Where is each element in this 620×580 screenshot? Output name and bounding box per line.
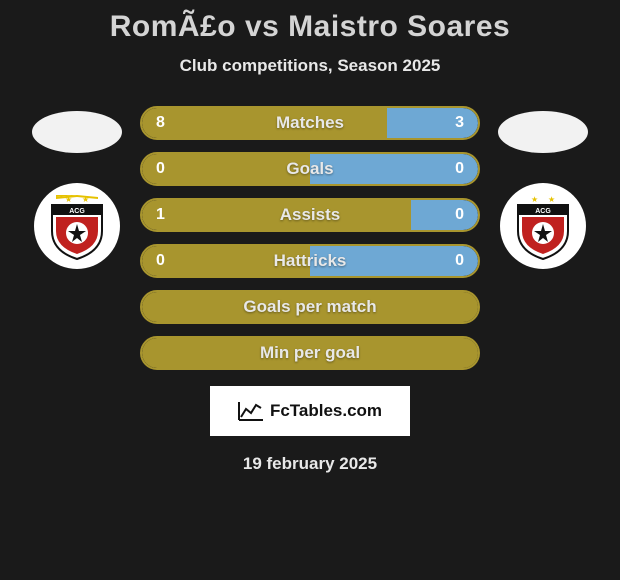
team-badge-right: ★ ★ ACG	[500, 183, 586, 269]
stat-row: 00Hattricks	[140, 244, 480, 278]
stat-row: Min per goal	[140, 336, 480, 370]
page-subtitle: Club competitions, Season 2025	[180, 56, 441, 76]
chart-icon	[238, 401, 264, 421]
stat-row: 00Goals	[140, 152, 480, 186]
svg-text:ACG: ACG	[69, 208, 85, 215]
page-title: RomÃ£o vs Maistro Soares	[110, 10, 510, 44]
stat-row: Goals per match	[140, 290, 480, 324]
stat-label: Goals	[142, 159, 478, 179]
player-photo-placeholder-left	[32, 111, 122, 153]
brand-footer[interactable]: FcTables.com	[210, 386, 410, 436]
team-badge-left: ★ ★ ACG	[34, 183, 120, 269]
stat-label: Min per goal	[142, 343, 478, 363]
svg-text:★: ★	[65, 195, 72, 204]
left-side-col: ★ ★ ACG	[32, 106, 122, 269]
brand-label: FcTables.com	[270, 401, 382, 421]
stats-column: 83Matches 00Goals 10Assists 00Hattricks Goal…	[140, 106, 480, 370]
svg-text:ACG: ACG	[535, 208, 551, 215]
svg-text:★: ★	[548, 195, 555, 204]
main-row: ★ ★ ACG 83Matches 00Goals 10Assists 00Hattr…	[0, 106, 620, 370]
root: RomÃ£o vs Maistro Soares Club competitio…	[0, 0, 620, 474]
stat-row: 83Matches	[140, 106, 480, 140]
date-label: 19 february 2025	[243, 454, 377, 474]
stat-label: Goals per match	[142, 297, 478, 317]
svg-text:★: ★	[82, 195, 89, 204]
stat-label: Assists	[142, 205, 478, 225]
shield-icon: ★ ★ ACG	[508, 191, 578, 261]
stat-label: Hattricks	[142, 251, 478, 271]
shield-icon: ★ ★ ACG	[42, 191, 112, 261]
svg-text:★: ★	[531, 195, 538, 204]
stat-row: 10Assists	[140, 198, 480, 232]
right-side-col: ★ ★ ACG	[498, 106, 588, 269]
player-photo-placeholder-right	[498, 111, 588, 153]
stat-label: Matches	[142, 113, 478, 133]
